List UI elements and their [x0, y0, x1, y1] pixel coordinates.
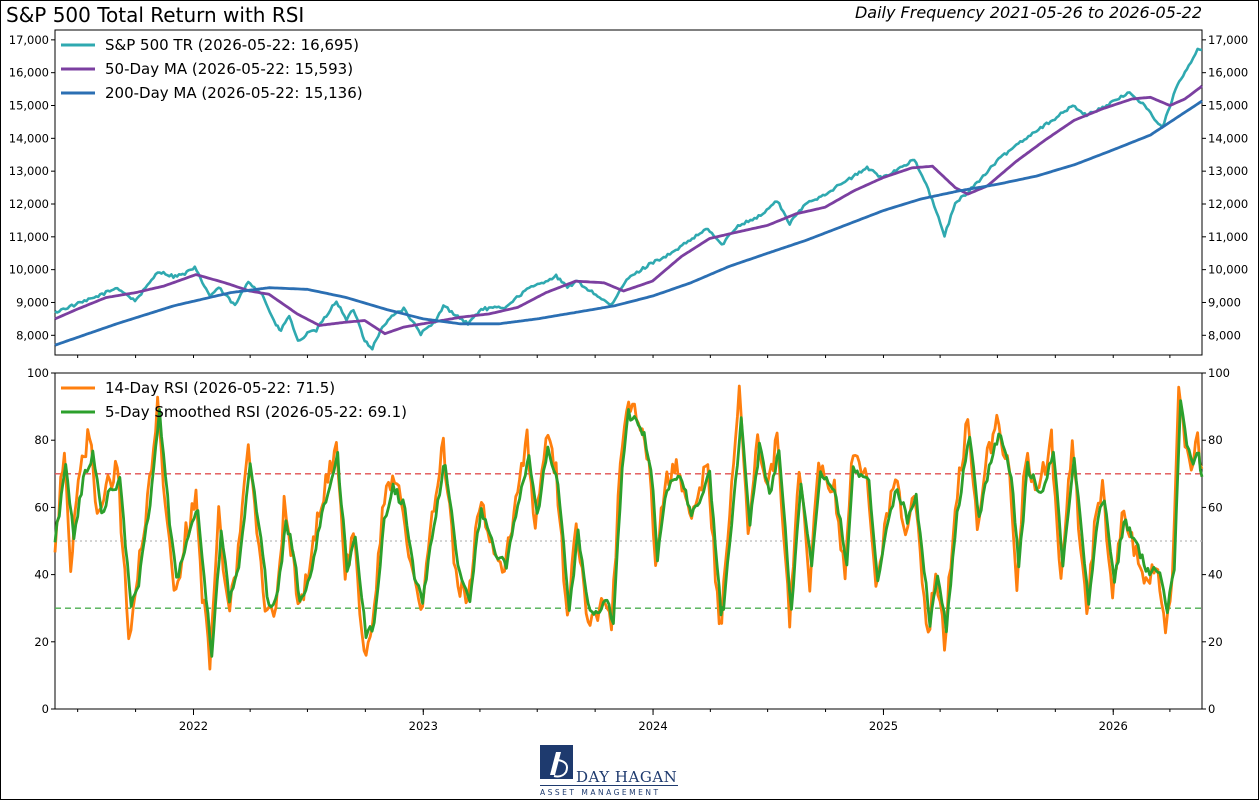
logo-mark-stroke-icon [550, 752, 561, 775]
y-tick-label-left: 40 [34, 568, 49, 582]
y-tick-label-right: 12,000 [1208, 197, 1248, 211]
y-tick-label-right: 8,000 [1208, 328, 1241, 342]
y-tick-label-left: 20 [34, 635, 49, 649]
series-line-0 [53, 384, 1204, 671]
logo-mark-curve-icon [553, 759, 568, 778]
y-tick-label-left: 10,000 [9, 263, 49, 277]
y-tick-label-right: 40 [1208, 568, 1223, 582]
series-line-0 [54, 47, 1203, 351]
y-tick-label-right: 20 [1208, 635, 1223, 649]
y-tick-label-left: 60 [34, 500, 49, 514]
logo-tagline: ASSET MANAGEMENT [540, 788, 661, 797]
legend-entry: 50-Day MA (2026-05-22: 15,593) [105, 60, 353, 78]
y-tick-label-right: 100 [1208, 366, 1230, 380]
chart-subtitle: Daily Frequency 2021-05-26 to 2026-05-22 [855, 3, 1202, 22]
y-tick-label-left: 14,000 [9, 131, 49, 145]
y-tick-label-right: 60 [1208, 500, 1223, 514]
x-tick-label: 2024 [638, 719, 667, 733]
y-tick-label-left: 9,000 [16, 295, 49, 309]
y-tick-label-left: 16,000 [9, 66, 49, 80]
company-logo: DAY HAGAN ASSET MANAGEMENT [540, 745, 678, 797]
series-line-2 [54, 99, 1203, 347]
series-line-1 [53, 399, 1204, 658]
legend-entry: 200-Day MA (2026-05-22: 15,136) [105, 84, 363, 102]
y-tick-label-right: 9,000 [1208, 295, 1241, 309]
plot-area-border [54, 29, 1203, 356]
logo-divider [540, 785, 678, 786]
x-tick-label: 2025 [869, 719, 898, 733]
chart-title: S&P 500 Total Return with RSI [6, 3, 304, 27]
y-tick-label-left: 15,000 [9, 99, 49, 113]
y-tick-label-left: 8,000 [16, 328, 49, 342]
x-tick-label: 2022 [179, 719, 208, 733]
y-tick-label-right: 13,000 [1208, 164, 1248, 178]
y-tick-label-right: 14,000 [1208, 131, 1248, 145]
price-panel: 8,000 8,000 9,000 9,000 10,000 10,000 11,000 11… [9, 29, 1248, 358]
y-tick-label-left: 80 [34, 433, 49, 447]
rsi-panel: 0 0 20 20 40 40 60 60 80 80 100 100 2022 2023 2024 2025… [27, 366, 1230, 733]
y-tick-label-right: 11,000 [1208, 230, 1248, 244]
y-tick-label-right: 16,000 [1208, 66, 1248, 80]
y-tick-label-left: 12,000 [9, 197, 49, 211]
legend-entry: 5-Day Smoothed RSI (2026-05-22: 69.1) [105, 403, 407, 421]
y-tick-label-left: 11,000 [9, 230, 49, 244]
y-tick-label-right: 15,000 [1208, 99, 1248, 113]
y-tick-label-left: 100 [27, 366, 49, 380]
y-tick-label-right: 17,000 [1208, 33, 1248, 47]
y-tick-label-right: 10,000 [1208, 263, 1248, 277]
y-tick-label-right: 80 [1208, 433, 1223, 447]
x-tick-label: 2026 [1099, 719, 1128, 733]
legend-entry: 14-Day RSI (2026-05-22: 71.5) [105, 379, 335, 397]
y-tick-label-left: 17,000 [9, 33, 49, 47]
y-tick-label-left: 0 [42, 702, 49, 716]
y-tick-label-left: 13,000 [9, 164, 49, 178]
legend-entry: S&P 500 TR (2026-05-22: 16,695) [105, 36, 359, 54]
y-tick-label-right: 0 [1208, 702, 1215, 716]
logo-name: DAY HAGAN [576, 768, 677, 786]
plot-area-border [54, 372, 1203, 710]
x-tick-label: 2023 [409, 719, 438, 733]
